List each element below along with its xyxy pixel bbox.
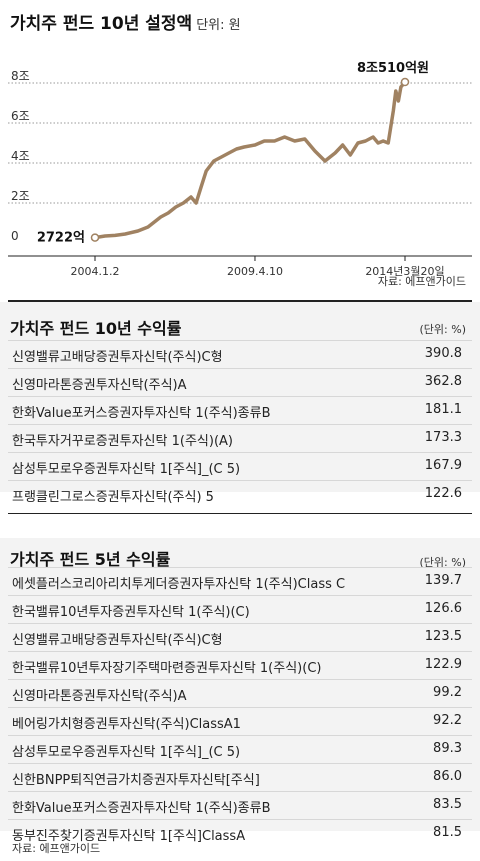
fund-name: 신영밸류고배당증권투자신탁(주식)C형 xyxy=(12,350,223,365)
five-year-unit: (단위: %) xyxy=(419,556,466,569)
five-year-panel: 가치주 펀드 5년 수익률 (단위: %) 에셋플러스코리아리치투게더증권자투자… xyxy=(0,538,480,844)
table-row: 신영밸류고배당증권투자신탁(주식)C형 123.5 xyxy=(8,623,472,652)
table-row: 삼성투모로우증권투자신탁 1[주식]_(C 5) 89.3 xyxy=(8,735,472,764)
table-row: 프랭클린그로스증권투자신탁(주식) 5 122.6 xyxy=(8,480,472,509)
fund-name: 신영마라톤증권투자신탁(주식)A xyxy=(12,689,187,704)
fund-name: 신영밸류고배당증권투자신탁(주식)C형 xyxy=(12,633,223,648)
ten-year-unit: (단위: %) xyxy=(419,323,466,336)
fund-name: 한국밸류10년투자장기주택마련증권투자신탁 1(주식)(C) xyxy=(12,661,322,676)
table-row: 한국밸류10년투자장기주택마련증권투자신탁 1(주식)(C) 122.9 xyxy=(8,651,472,680)
fund-name: 한국투자거꾸로증권투자신탁 1(주식)(A) xyxy=(12,434,233,449)
ten-year-title: 가치주 펀드 10년 수익률 xyxy=(10,319,182,338)
table-row: 한국투자거꾸로증권투자신탁 1(주식)(A) 173.3 xyxy=(8,424,472,453)
y-tick-label: 6조 xyxy=(11,109,30,123)
table-row: 신영밸류고배당증권투자신탁(주식)C형 390.8 xyxy=(8,340,472,369)
fund-return-value: 86.0 xyxy=(433,769,462,784)
x-tick-label: 2009.4.10 xyxy=(227,265,283,278)
table-row: 신한BNPP퇴직연금가치증권자투자신탁[주식] 86.0 xyxy=(8,763,472,792)
bottom-source: 자료: 에프앤가이드 xyxy=(12,842,101,855)
section-divider xyxy=(8,513,472,514)
fund-return-value: 390.8 xyxy=(424,346,462,361)
fund-name: 한국밸류10년투자증권투자신탁 1(주식)(C) xyxy=(12,605,250,620)
fund-return-value: 139.7 xyxy=(424,573,462,588)
fund-return-value: 181.1 xyxy=(424,402,462,417)
fund-return-value: 89.3 xyxy=(433,741,462,756)
fund-name: 동부진주찾기증권투자신탁 1[주식]ClassA xyxy=(12,829,246,844)
ten-year-panel: 가치주 펀드 10년 수익률 (단위: %) 신영밸류고배당증권투자신탁(주식)… xyxy=(0,302,480,505)
fund-return-value: 83.5 xyxy=(433,797,462,812)
section-divider xyxy=(8,300,472,302)
fund-return-value: 126.6 xyxy=(424,601,462,616)
fund-name: 한화Value포커스증권자투자신탁 1(주식)종류B xyxy=(12,406,271,421)
table-row: 삼성투모로우증권투자신탁 1[주식]_(C 5) 167.9 xyxy=(8,452,472,481)
table-row: 신영마라톤증권투자신탁(주식)A 99.2 xyxy=(8,679,472,708)
fund-return-value: 99.2 xyxy=(433,685,462,700)
table-row: 한화Value포커스증권자투자신탁 1(주식)종류B 181.1 xyxy=(8,396,472,425)
fund-return-value: 362.8 xyxy=(424,374,462,389)
x-tick-label: 2004.1.2 xyxy=(71,265,120,278)
table-row: 신영마라톤증권투자신탁(주식)A 362.8 xyxy=(8,368,472,397)
fund-return-value: 122.9 xyxy=(424,657,462,672)
end-point xyxy=(400,77,410,87)
fund-name: 한화Value포커스증권자투자신탁 1(주식)종류B xyxy=(12,801,271,816)
fund-return-value: 81.5 xyxy=(433,825,462,840)
fund-name: 삼성투모로우증권투자신탁 1[주식]_(C 5) xyxy=(12,462,241,477)
chart-source: 자료: 에프앤가이드 xyxy=(377,275,466,288)
table-row: 에셋플러스코리아리치투게더증권자투자신탁 1(주식)Class C 139.7 xyxy=(8,567,472,596)
end-value-label: 8조510억원 xyxy=(357,61,429,76)
y-tick-label: 0 xyxy=(11,229,19,243)
fund-name: 삼성투모로우증권투자신탁 1[주식]_(C 5) xyxy=(12,745,241,760)
table-row: 한화Value포커스증권자투자신탁 1(주식)종류B 83.5 xyxy=(8,791,472,820)
table-row: 동부진주찾기증권투자신탁 1[주식]ClassA 81.5 xyxy=(8,819,472,848)
table-row: 한국밸류10년투자증권투자신탁 1(주식)(C) 126.6 xyxy=(8,595,472,624)
fund-size-series-line xyxy=(93,80,407,240)
table-row: 베어링가치형증권투자신탁(주식)ClassA1 92.2 xyxy=(8,707,472,736)
start-value-label: 2722억 xyxy=(37,231,85,246)
fund-name: 에셋플러스코리아리치투게더증권자투자신탁 1(주식)Class C xyxy=(12,577,346,592)
fund-name: 신영마라톤증권투자신탁(주식)A xyxy=(12,378,187,393)
five-year-title: 가치주 펀드 5년 수익률 xyxy=(10,550,171,569)
fund-name: 프랭클린그로스증권투자신탁(주식) 5 xyxy=(12,490,214,505)
fund-return-value: 92.2 xyxy=(433,713,462,728)
chart-title: 가치주 펀드 10년 설정액 단위: 원 xyxy=(10,9,241,34)
y-tick-label: 4조 xyxy=(11,149,30,163)
fund-return-value: 173.3 xyxy=(424,430,462,445)
fund-return-value: 122.6 xyxy=(424,486,462,501)
chart-title-text: 가치주 펀드 10년 설정액 xyxy=(10,14,193,34)
fund-return-value: 167.9 xyxy=(424,458,462,473)
fund-size-line-chart: 0 2조 4조 6조 8조 2004.1.2 2009.4.10 2014년3월20일 2722… xyxy=(8,61,472,278)
start-point xyxy=(90,233,100,242)
y-tick-label: 2조 xyxy=(11,189,30,203)
fund-name: 신한BNPP퇴직연금가치증권자투자신탁[주식] xyxy=(12,773,260,788)
x-tick-label: 2014년3월20일 xyxy=(365,264,444,278)
fund-return-value: 123.5 xyxy=(424,629,462,644)
y-tick-label: 8조 xyxy=(11,69,30,83)
chart-unit: 단위: 원 xyxy=(196,18,241,33)
fund-name: 베어링가치형증권투자신탁(주식)ClassA1 xyxy=(12,717,241,732)
